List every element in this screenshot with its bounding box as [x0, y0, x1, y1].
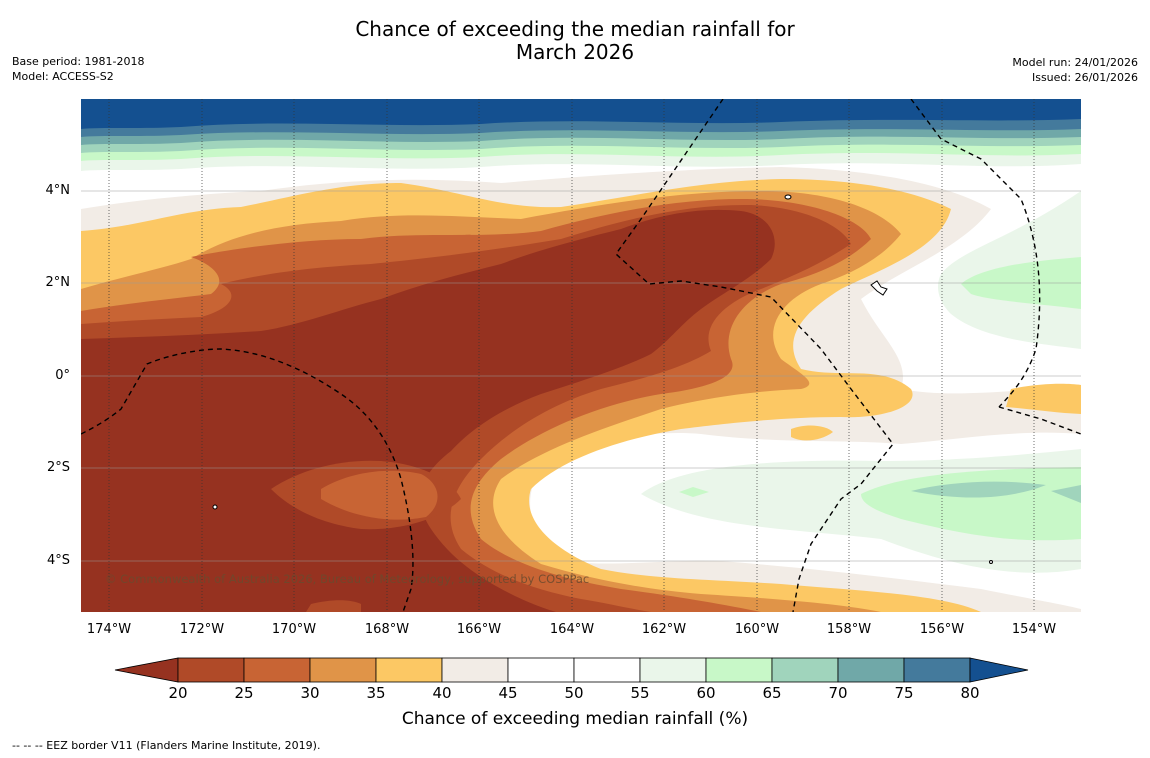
blob-south-70 — [911, 481, 1081, 503]
lon-label-156w: 156°W — [919, 622, 965, 637]
colorbar-extend-low — [114, 657, 179, 683]
colorbar-extend-high — [969, 657, 1029, 683]
band-40-spot — [791, 425, 833, 441]
lon-label-162w: 162°W — [641, 622, 687, 637]
colorbar-tick: 60 — [696, 684, 716, 702]
lat-label-4s: 4°S — [46, 553, 70, 568]
lat-label-0: 0° — [55, 368, 70, 383]
colorbar — [110, 655, 1040, 689]
lat-label-4n: 4°N — [45, 183, 71, 198]
colorbar-cell — [375, 657, 443, 683]
colorbar-cell — [573, 657, 641, 683]
lon-label-154w: 154°W — [1011, 622, 1057, 637]
colorbar-tick: 55 — [630, 684, 650, 702]
colorbar-cell — [507, 657, 575, 683]
lon-label-174w: 174°W — [86, 622, 132, 637]
blob-south-65-small — [679, 487, 709, 497]
colorbar-tick: 65 — [762, 684, 782, 702]
colorbar-tick: 25 — [234, 684, 254, 702]
colorbar-svg — [114, 657, 1029, 683]
lon-label-172w: 172°W — [179, 622, 225, 637]
colorbar-tick: 80 — [960, 684, 980, 702]
colorbar-tick: 50 — [564, 684, 584, 702]
colorbar-cell — [771, 657, 839, 683]
colorbar-label: Chance of exceeding median rainfall (%) — [401, 709, 749, 729]
model-name: Model: ACCESS-S2 — [12, 70, 114, 83]
title-line-1: Chance of exceeding the median rainfall … — [355, 17, 795, 41]
colorbar-tick: 45 — [498, 684, 518, 702]
colorbar-cell — [441, 657, 509, 683]
model-info: Base period: 1981-2018 Model: ACCESS-S2 — [12, 54, 144, 84]
model-run: Model run: 24/01/2026 — [1012, 56, 1138, 69]
colorbar-tick: 35 — [366, 684, 386, 702]
lat-label-2n: 2°N — [45, 275, 71, 290]
lon-label-158w: 158°W — [826, 622, 872, 637]
run-info: Model run: 24/01/2026 Issued: 26/01/2026 — [1012, 55, 1138, 85]
lat-label-2s: 2°S — [46, 460, 70, 475]
map-canvas — [81, 99, 1081, 612]
lon-label-168w: 168°W — [364, 622, 410, 637]
colorbar-cell — [309, 657, 377, 683]
band-north-over80 — [81, 99, 1081, 129]
rainfall-map[interactable] — [81, 99, 1081, 612]
graticule — [81, 190, 1081, 562]
lon-label-166w: 166°W — [456, 622, 502, 637]
chart-title: Chance of exceeding the median rainfall … — [0, 18, 1150, 64]
colorbar-tick: 75 — [894, 684, 914, 702]
band-20 — [81, 209, 775, 612]
colorbar-tick: 20 — [168, 684, 188, 702]
title-line-2: March 2026 — [515, 40, 635, 64]
band-40-east — [1006, 383, 1081, 414]
map-credit: © Commonwealth of Australia 2026, Bureau… — [105, 572, 590, 586]
lon-label-170w: 170°W — [271, 622, 317, 637]
colorbar-cell — [639, 657, 707, 683]
issued-date: Issued: 26/01/2026 — [1031, 71, 1138, 84]
colorbar-tick: 30 — [300, 684, 320, 702]
patch-25-sw — [306, 600, 361, 612]
colorbar-cell — [837, 657, 905, 683]
lon-label-160w: 160°W — [734, 622, 780, 637]
colorbar-tick: 70 — [828, 684, 848, 702]
colorbar-cell — [903, 657, 971, 683]
eez-borders — [81, 99, 1081, 612]
colorbar-cell — [705, 657, 773, 683]
colorbar-cell — [177, 657, 245, 683]
patch-30-south — [321, 470, 438, 520]
eez-footnote: -- -- -- EEZ border V11 (Flanders Marine… — [12, 739, 321, 752]
lon-label-164w: 164°W — [549, 622, 595, 637]
islands — [212, 194, 993, 564]
colorbar-tick: 40 — [432, 684, 452, 702]
colorbar-cell — [243, 657, 311, 683]
base-period: Base period: 1981-2018 — [12, 55, 145, 68]
